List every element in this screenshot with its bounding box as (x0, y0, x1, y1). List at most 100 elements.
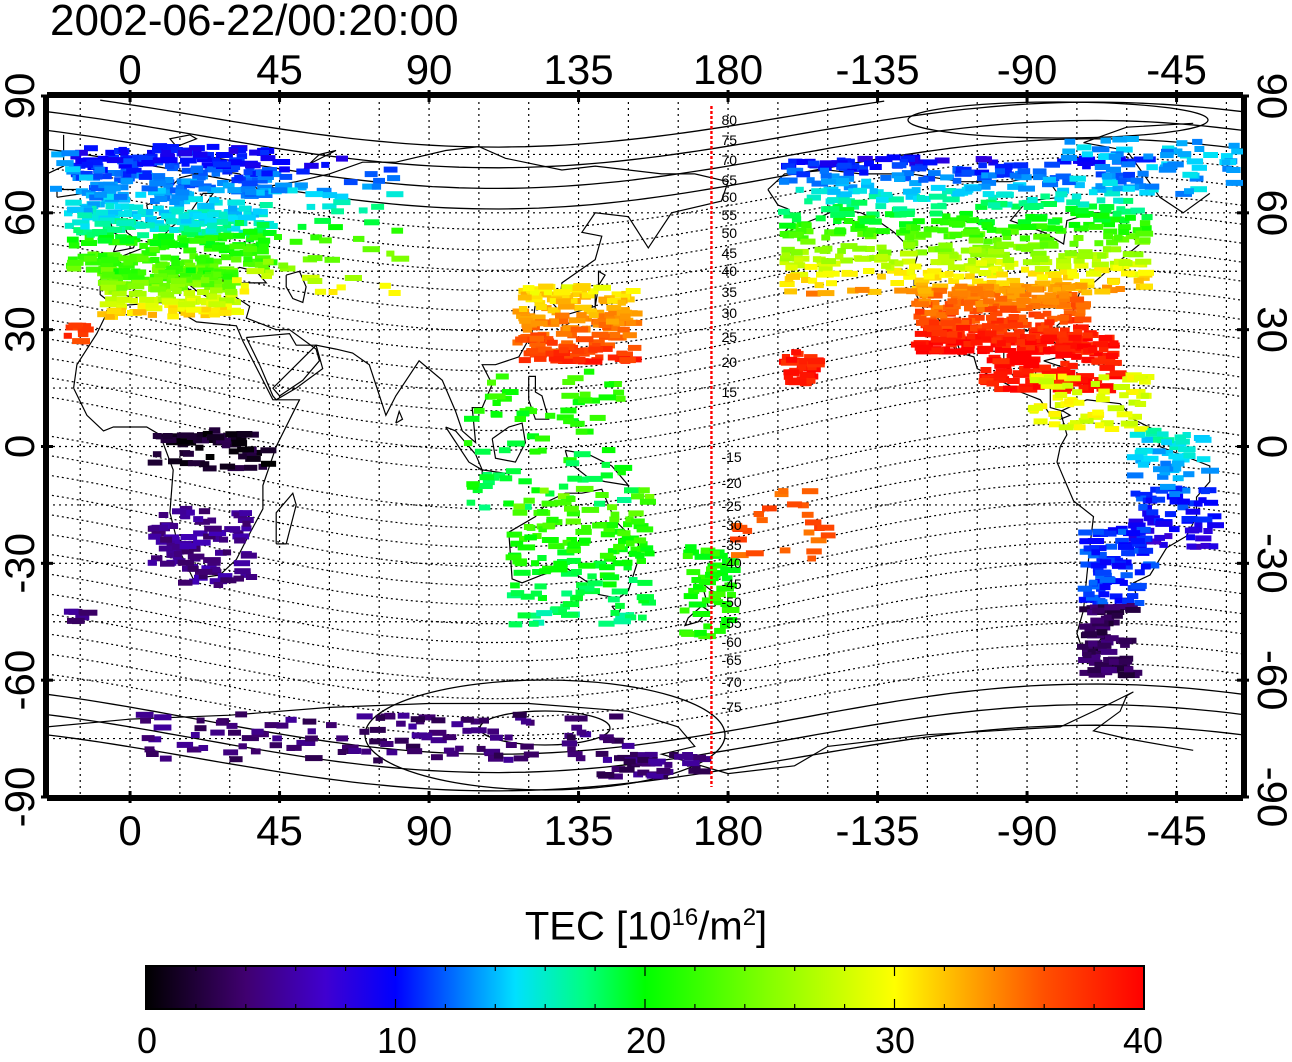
canary-point (63, 332, 72, 339)
north-america-point (1076, 201, 1090, 208)
south-america-mid-point (1095, 572, 1112, 579)
asia-point (240, 282, 249, 289)
asia-point (387, 175, 401, 182)
mediterranean-point (139, 296, 155, 303)
caribbean-point (1126, 420, 1138, 427)
north-america-point (911, 187, 921, 194)
arctic-point (61, 150, 80, 157)
north-america-point (1115, 286, 1125, 292)
mag-lat-contour (46, 501, 1244, 587)
australia-point (625, 614, 637, 621)
antarctica-point (369, 726, 386, 733)
lon-tick-bottom: 45 (256, 807, 303, 854)
south-america-north-point (1183, 452, 1195, 459)
antarctica-point (336, 735, 349, 742)
arctic-point (1116, 146, 1133, 153)
europe-point (70, 153, 82, 160)
south-america-north-point (1138, 504, 1148, 510)
north-america-point (922, 159, 938, 166)
se-asia-point (604, 381, 615, 388)
australia-point (546, 516, 559, 523)
gulf-mexico-point (1098, 383, 1114, 390)
antarctica-point (407, 748, 423, 755)
europe-point (177, 182, 195, 189)
north-america-point (1057, 158, 1072, 165)
europe-point (258, 242, 269, 249)
gulf-mexico-point (1014, 339, 1025, 346)
usa-south-point (960, 347, 975, 354)
australia-point (510, 590, 525, 597)
south-america-north-point (1135, 491, 1153, 498)
central-africa-point (245, 455, 261, 462)
se-asia-point (601, 447, 616, 454)
north-america-point (992, 237, 1002, 244)
southern-africa-point (212, 535, 223, 542)
north-america-point (959, 210, 973, 217)
gulf-mexico-point (1041, 369, 1059, 376)
antarctica-point (302, 718, 317, 725)
asia-point (242, 228, 258, 235)
arctic-point (56, 160, 74, 167)
southern-africa-point (207, 517, 217, 524)
usa-south-point (914, 301, 930, 308)
mediterranean-point (208, 301, 226, 308)
japan-china-point (544, 336, 554, 343)
japan-china-point (558, 318, 569, 325)
central-africa-point (209, 427, 221, 434)
colorbar-label-30: 30 (874, 1020, 916, 1061)
southern-africa-point (160, 536, 173, 543)
australia-point (636, 526, 654, 533)
europe-point (102, 252, 121, 259)
south-america-mid-point (1121, 563, 1132, 570)
north-america-point (1004, 263, 1015, 270)
north-america-point (786, 167, 804, 174)
gulf-mexico-point (1089, 350, 1103, 357)
japan-china-point (561, 284, 576, 291)
australia-point (638, 614, 647, 621)
north-america-point (800, 238, 816, 245)
north-america-point (820, 172, 832, 179)
mediterranean-point (183, 290, 195, 297)
europe-point (84, 234, 94, 241)
australia-point (581, 524, 592, 531)
japan-china-point (622, 332, 637, 339)
antarctica-point (561, 740, 578, 747)
usa-south-point (995, 287, 1009, 294)
se-asia-point (534, 435, 550, 442)
europe-point (119, 237, 135, 244)
arctic-point (1099, 153, 1116, 160)
caribbean-point (1104, 426, 1120, 432)
north-america-point (1078, 249, 1093, 256)
antarctica-point (488, 755, 504, 762)
europe-point (257, 192, 273, 198)
caribbean-point (1054, 392, 1068, 398)
antarctica-point (198, 745, 209, 751)
north-america-point (915, 249, 928, 256)
southern-africa-point (208, 530, 227, 536)
europe-point (66, 265, 82, 272)
usa-south-point (1075, 313, 1085, 320)
europe-point (106, 157, 124, 164)
australia-point (607, 596, 620, 603)
australia-point (578, 537, 591, 544)
antarctica-point (611, 737, 624, 744)
hawaii-point (788, 379, 807, 386)
north-america-point (978, 162, 987, 169)
usa-south-point (964, 299, 979, 306)
europe-point (91, 163, 104, 170)
japan-china-point (588, 288, 599, 295)
mag-lat-contour (46, 306, 1244, 392)
north-america-point (864, 160, 874, 167)
south-america-north-point (1209, 543, 1219, 550)
asia-point (379, 282, 391, 289)
se-asia-point (613, 389, 625, 396)
gulf-mexico-point (1007, 378, 1020, 384)
atlantic-south-point (75, 614, 90, 621)
japan-china-point (628, 344, 642, 351)
japan-china-point (611, 291, 630, 298)
north-america-point (850, 162, 860, 169)
north-america-point (912, 218, 925, 225)
north-america-point (903, 273, 917, 280)
gulf-mexico-point (992, 358, 1010, 365)
north-america-point (830, 211, 844, 218)
